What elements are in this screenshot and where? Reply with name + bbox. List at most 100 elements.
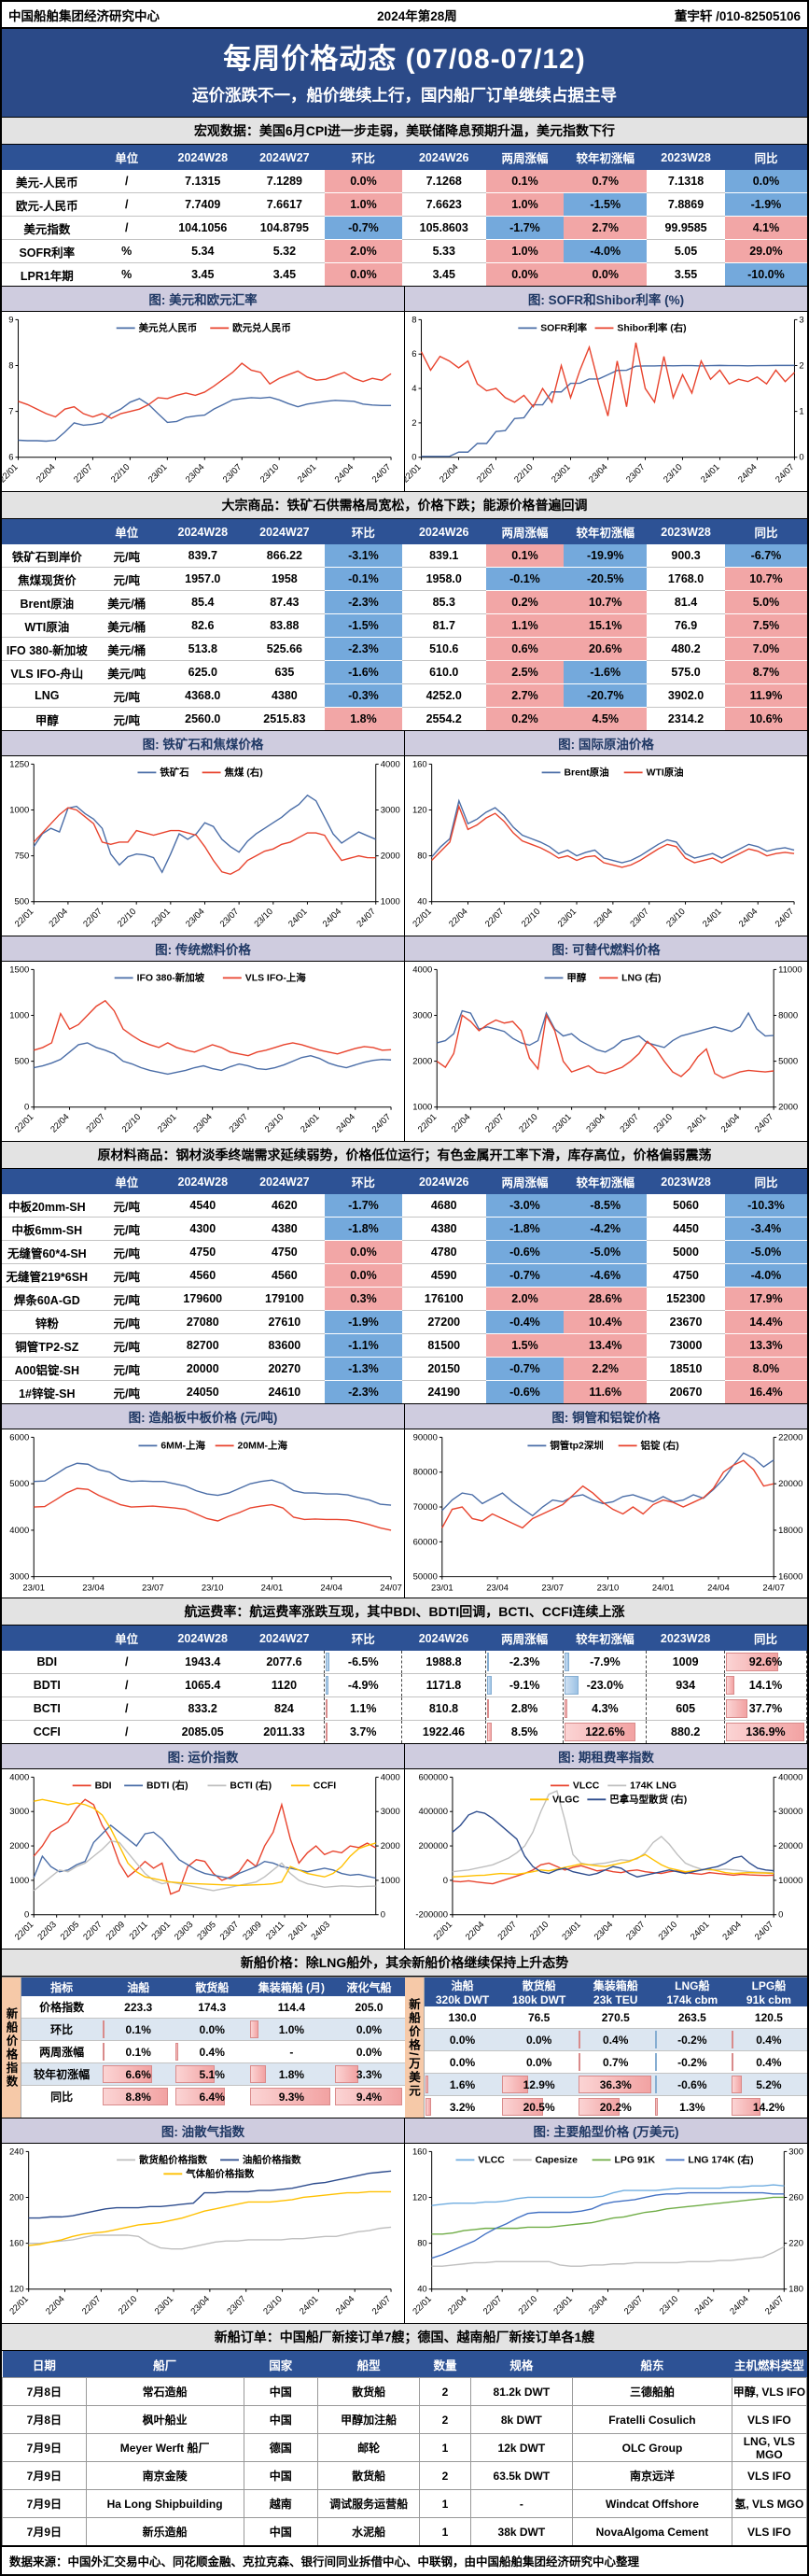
svg-text:22/05: 22/05 bbox=[59, 1920, 81, 1942]
chart-title-plate: 图: 造船板中板价格 (元/吨) bbox=[128, 1411, 278, 1425]
table-cell: 1958 bbox=[244, 567, 326, 591]
table-cell: 7月9日 bbox=[2, 2489, 87, 2518]
svg-text:24/04: 24/04 bbox=[707, 1584, 730, 1594]
table-cell: 263.5 bbox=[653, 2006, 731, 2029]
table-cell: 6.4% bbox=[174, 2085, 250, 2107]
table-cell: 82700 bbox=[160, 1333, 244, 1358]
table-cell: 1.1% bbox=[324, 1696, 403, 1721]
table-cell: 223.3 bbox=[102, 1996, 175, 2019]
table-cell: 4780 bbox=[401, 1240, 486, 1264]
svg-text:0: 0 bbox=[24, 1910, 29, 1921]
table-cell: Brent原油 bbox=[2, 590, 92, 614]
svg-text:23/01: 23/01 bbox=[149, 1920, 172, 1942]
column-header bbox=[2, 1626, 92, 1651]
svg-text:BDI: BDI bbox=[95, 1781, 112, 1791]
svg-text:23/07: 23/07 bbox=[142, 1584, 164, 1594]
table-cell: 3.45 bbox=[401, 262, 486, 286]
table-row: 中板6mm-SH 元/吨 4300 4380 -1.8% 4380 -1.8% -4.2% 44… bbox=[2, 1217, 807, 1241]
data-source-note: 数据来源：中国外汇交易中心、同花顺金融、克拉克森、银行间同业拆借中心、中联钢，由… bbox=[2, 2545, 807, 2574]
table-cell: 0.0% bbox=[325, 1240, 402, 1264]
table-cell: 635 bbox=[244, 660, 326, 684]
column-header: 2023W28 bbox=[647, 519, 725, 544]
table-cell: 15.1% bbox=[564, 613, 648, 638]
chart-copper-aluminum: 50000 60000 70000 80000 90000 16000 18000 20000… bbox=[404, 1429, 807, 1598]
svg-text:40000: 40000 bbox=[778, 1772, 802, 1782]
table-cell: 833.2 bbox=[160, 1696, 244, 1721]
svg-text:24/04: 24/04 bbox=[334, 1112, 356, 1134]
svg-text:24/07: 24/07 bbox=[753, 1112, 775, 1134]
svg-text:24/01: 24/01 bbox=[686, 1112, 708, 1134]
svg-text:120: 120 bbox=[412, 805, 427, 815]
table-row: 7月9日 Meyer Werft 船厂 德国 邮轮 1 12k DWT OLC Group L… bbox=[2, 2433, 808, 2462]
table-cell: 美元/桶 bbox=[91, 590, 161, 614]
svg-text:2000: 2000 bbox=[778, 1103, 798, 1113]
table-cell: -2.3% bbox=[484, 1651, 565, 1674]
table-cell: 新乐造船 bbox=[85, 2517, 244, 2545]
table-cell: 焊条60A-GD bbox=[2, 1287, 92, 1311]
svg-text:24/03: 24/03 bbox=[310, 1920, 332, 1942]
svg-text:23/07: 23/07 bbox=[541, 1584, 564, 1594]
svg-text:24/07: 24/07 bbox=[355, 907, 377, 929]
svg-text:LNG 174K (右): LNG 174K (右) bbox=[688, 2153, 753, 2165]
svg-text:6000: 6000 bbox=[9, 1432, 29, 1443]
table-cell: 1 bbox=[419, 2517, 471, 2545]
table-cell: 270.5 bbox=[577, 2006, 654, 2029]
table-cell: -0.7% bbox=[325, 216, 402, 240]
svg-text:22/07: 22/07 bbox=[81, 907, 104, 929]
table-row: 7月9日 Ha Long Shipbuilding 越南 调试服务运营船 1- Windc… bbox=[2, 2489, 808, 2518]
table-cell: 0.0% bbox=[325, 170, 402, 193]
table-cell: 120.5 bbox=[730, 2006, 807, 2029]
table-row: 铁矿石到岸价 元/吨 839.7 866.22 -3.1% 839.1 0.1% -19.9%… bbox=[2, 544, 807, 568]
table-cell: -4.0% bbox=[724, 1263, 807, 1288]
svg-text:23/01: 23/01 bbox=[156, 1112, 178, 1134]
svg-text:4000: 4000 bbox=[9, 1772, 29, 1782]
table-cell: 8.8% bbox=[102, 2085, 175, 2107]
svg-text:23/07: 23/07 bbox=[628, 907, 650, 929]
table-row: 美元指数/104.1056 104.8795 -0.7% 105.8603 -1.7% 2… bbox=[2, 216, 807, 240]
table-cell: 0.4% bbox=[174, 2040, 250, 2063]
table-cell: Ha Long Shipbuilding bbox=[85, 2489, 244, 2518]
table-cell: 8.5% bbox=[484, 1720, 565, 1743]
column-header: 油船 320k DWT bbox=[424, 1978, 501, 2006]
chart-ship-price-indices: 120 160 200 240 22/01 22/04 22/07 22/10 23/01 23/… bbox=[2, 2144, 404, 2323]
table-cell: 29.0% bbox=[724, 239, 807, 263]
column-header: 同比 bbox=[724, 145, 807, 170]
svg-text:23/01: 23/01 bbox=[22, 1584, 45, 1594]
svg-text:22/04: 22/04 bbox=[464, 1920, 486, 1942]
section-newprice-banner: 新船价格：除LNG船外，其余新船价格继续保持上升态势 bbox=[2, 1949, 807, 1977]
table-cell: 510.6 bbox=[401, 637, 486, 661]
svg-text:2000: 2000 bbox=[381, 852, 400, 862]
newbuild-price-block: 新船价格指数 指标 油船 散货船 集装箱船 (月) 液化气船 价格指数 223.3 174.3… bbox=[2, 1977, 807, 2118]
column-header: 两周涨幅 bbox=[485, 519, 565, 544]
table-cell: -23.0% bbox=[563, 1673, 648, 1697]
svg-text:23/11: 23/11 bbox=[264, 1920, 286, 1942]
svg-text:23/01: 23/01 bbox=[146, 462, 169, 485]
table-cell: -0.6% bbox=[485, 1380, 565, 1403]
table-cell: % bbox=[91, 239, 161, 263]
svg-text:23/04: 23/04 bbox=[184, 462, 206, 485]
svg-text:3000: 3000 bbox=[381, 805, 400, 815]
table-cell: 1.0% bbox=[325, 192, 402, 217]
column-header: 2023W28 bbox=[647, 1169, 725, 1194]
svg-text:0: 0 bbox=[24, 1103, 29, 1113]
svg-text:24/01: 24/01 bbox=[299, 1112, 321, 1134]
table-cell: 20270 bbox=[244, 1357, 326, 1381]
svg-text:23/10: 23/10 bbox=[662, 462, 684, 485]
svg-text:LNG (右): LNG (右) bbox=[621, 971, 661, 983]
table-row: 3.2% 20.5% 20.2% 1.3% 14.2% bbox=[424, 2095, 807, 2118]
table-cell: 调试服务运营船 bbox=[316, 2489, 421, 2518]
table-cell: 934 bbox=[646, 1673, 725, 1697]
svg-text:174K LNG: 174K LNG bbox=[630, 1781, 676, 1791]
table-row: 无缝管60*4-SH 元/吨 4750 4750 0.0% 4780 -0.6% -5.0% 5… bbox=[2, 1240, 807, 1264]
table-cell: 824 bbox=[244, 1696, 325, 1721]
svg-text:22/01: 22/01 bbox=[432, 1920, 454, 1942]
table-cell: 13.3% bbox=[724, 1333, 807, 1358]
svg-text:10000: 10000 bbox=[778, 1876, 802, 1886]
table-cell: 83.88 bbox=[244, 613, 326, 638]
svg-text:散货船价格指数: 散货船价格指数 bbox=[139, 2153, 208, 2165]
table-cell: -6.7% bbox=[724, 544, 807, 568]
svg-text:500: 500 bbox=[15, 897, 30, 908]
column-header: 规格 bbox=[470, 2351, 573, 2378]
column-header: 液化气船 bbox=[333, 1978, 405, 1996]
table-cell: -10.3% bbox=[724, 1194, 807, 1218]
